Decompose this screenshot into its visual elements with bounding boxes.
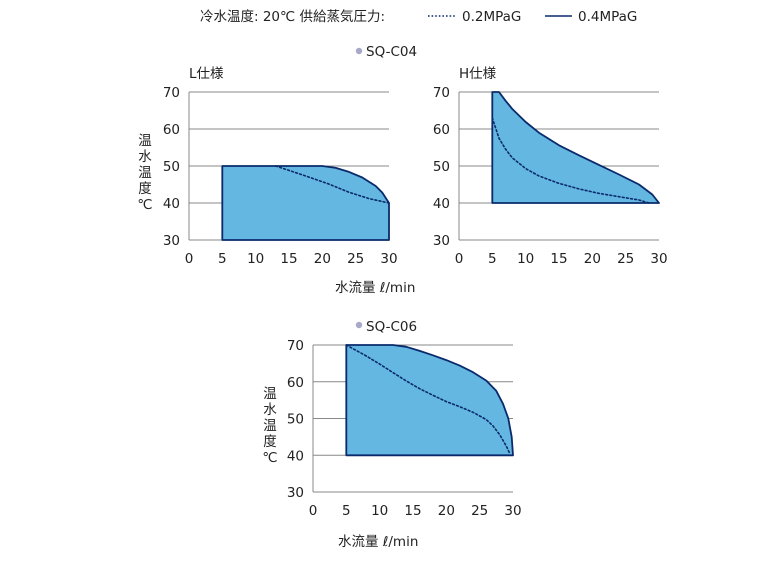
series-area-0.4MPaG <box>491 91 660 204</box>
panel-title: L仕様 <box>189 66 224 82</box>
y-tick-label: 50 <box>287 412 304 428</box>
y-tick-label: 70 <box>433 85 450 101</box>
x-axis-label: 水流量 ℓ/min <box>338 534 418 550</box>
x-tick-label: 10 <box>247 251 264 267</box>
plot-sq-c04-1: 30 40 50 60 70 0 5 10 15 20 25 30 H仕様 <box>433 66 668 267</box>
header-legend: 冷水温度: 20℃ 供給蒸気圧力: 0.2MPaG 0.4MPaG <box>200 9 637 25</box>
y-tick-label: 50 <box>433 159 450 175</box>
y-axis-label-char: 温 <box>263 386 277 402</box>
conditions-text: 冷水温度: 20℃ 供給蒸気圧力: <box>200 9 385 25</box>
series-area-0.4MPaG <box>221 165 390 241</box>
plot-sq-c06-2: 30 40 50 60 70 0 5 10 15 20 25 30 <box>287 338 522 519</box>
y-axis-label-char: 水 <box>263 402 277 418</box>
series-area-0.4MPaG <box>345 344 514 457</box>
y-tick-label: 30 <box>163 233 180 249</box>
x-tick-label: 25 <box>617 251 634 267</box>
y-tick-label: 40 <box>163 196 180 212</box>
y-axis-label-char: 温 <box>138 165 152 181</box>
x-tick-label: 10 <box>371 503 388 519</box>
x-tick-label: 10 <box>517 251 534 267</box>
x-tick-label: 20 <box>438 503 455 519</box>
series-line-0.2MPaG <box>345 344 511 455</box>
group-sq-c04: SQ-C04 水流量 ℓ/min 温水温度℃ <box>137 44 417 296</box>
model-dot-icon <box>355 321 363 329</box>
y-axis-label: 温水温度℃ <box>262 386 277 466</box>
y-tick-label: 30 <box>433 233 450 249</box>
x-tick-label: 20 <box>314 251 331 267</box>
y-axis-label-char: 度 <box>138 181 152 197</box>
x-tick-label: 30 <box>504 503 521 519</box>
y-axis-label-char: 水 <box>138 149 152 165</box>
y-axis-label-char: ℃ <box>262 450 277 466</box>
x-tick-label: 25 <box>471 503 488 519</box>
x-tick-label: 5 <box>488 251 497 267</box>
x-tick-label: 5 <box>218 251 227 267</box>
panel-title: H仕様 <box>459 66 497 82</box>
x-axis-label: 水流量 ℓ/min <box>335 280 415 296</box>
model-label: SQ-C04 <box>366 44 417 60</box>
model-label: SQ-C06 <box>366 319 417 335</box>
y-tick-label: 70 <box>163 85 180 101</box>
x-tick-label: 15 <box>404 503 421 519</box>
x-tick-label: 0 <box>309 503 318 519</box>
y-tick-label: 40 <box>433 196 450 212</box>
y-tick-label: 50 <box>163 159 180 175</box>
y-axis-label-char: 度 <box>263 434 277 450</box>
y-axis-label-char: 温 <box>263 418 277 434</box>
y-tick-label: 40 <box>287 448 304 464</box>
y-tick-label: 30 <box>287 485 304 501</box>
x-tick-label: 30 <box>650 251 667 267</box>
x-tick-label: 20 <box>584 251 601 267</box>
x-tick-label: 5 <box>342 503 351 519</box>
y-tick-label: 60 <box>287 375 304 391</box>
x-tick-label: 15 <box>550 251 567 267</box>
y-axis-label-char: 温 <box>138 133 152 149</box>
y-axis-label-char: ℃ <box>137 197 152 213</box>
y-axis-label: 温水温度℃ <box>137 133 152 213</box>
plot-sq-c04-0: 30 40 50 60 70 0 5 10 15 20 25 30 L仕様 <box>163 66 398 267</box>
x-tick-label: 15 <box>280 251 297 267</box>
x-tick-label: 25 <box>347 251 364 267</box>
x-tick-label: 30 <box>380 251 397 267</box>
y-tick-label: 70 <box>287 338 304 354</box>
group-sq-c06: SQ-C06 水流量 ℓ/min 温水温度℃ <box>262 319 418 550</box>
y-tick-label: 60 <box>433 122 450 138</box>
legend-high-label: 0.4MPaG <box>578 9 637 25</box>
x-tick-label: 0 <box>185 251 194 267</box>
legend-low-label: 0.2MPaG <box>462 9 521 25</box>
y-tick-label: 60 <box>163 122 180 138</box>
series-line-0.2MPaG <box>274 165 390 204</box>
model-dot-icon <box>355 47 363 55</box>
x-tick-label: 0 <box>455 251 464 267</box>
series-line-0.2MPaG <box>491 117 650 204</box>
